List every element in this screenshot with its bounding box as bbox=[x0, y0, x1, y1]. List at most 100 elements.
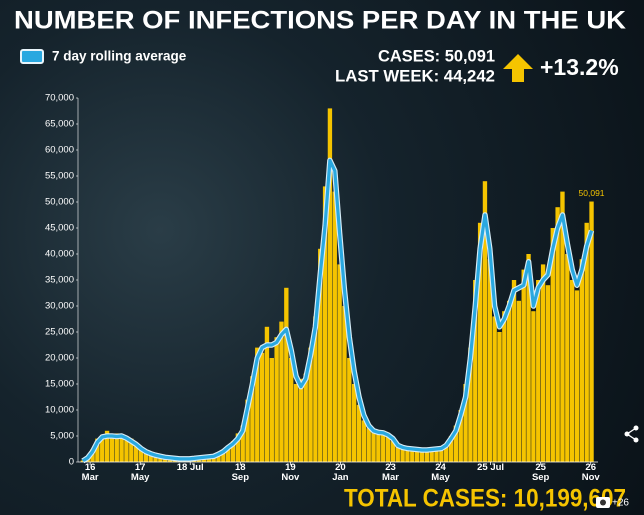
bar bbox=[235, 433, 241, 462]
bar bbox=[279, 321, 284, 462]
bar bbox=[293, 384, 299, 462]
bar bbox=[458, 410, 463, 462]
bar bbox=[298, 378, 304, 462]
bar bbox=[584, 222, 589, 462]
bar bbox=[473, 280, 478, 462]
bar bbox=[511, 280, 517, 462]
bar bbox=[255, 347, 260, 462]
change-text: +13.2% bbox=[540, 54, 619, 80]
x-tick-label: 23 Mar bbox=[382, 462, 399, 483]
bar bbox=[313, 316, 318, 462]
bar bbox=[477, 222, 483, 462]
bar bbox=[395, 446, 400, 462]
y-tick-label: 35,000 bbox=[45, 275, 74, 286]
bar bbox=[550, 228, 555, 462]
y-tick-label: 40,000 bbox=[45, 249, 74, 260]
x-tick-label: 25 Jul bbox=[477, 462, 505, 473]
bar bbox=[274, 337, 279, 462]
bar bbox=[424, 451, 429, 462]
x-tick-label: 24 May bbox=[431, 462, 450, 483]
bar bbox=[468, 347, 473, 462]
bar bbox=[419, 449, 425, 462]
photo-count[interactable]: +26 bbox=[612, 498, 629, 509]
x-tick-label: 26 Nov bbox=[581, 462, 600, 483]
bar bbox=[138, 447, 144, 462]
line bbox=[81, 158, 594, 463]
chart-title: NUMBER OF INFECTIONS PER DAY IN THE UK bbox=[14, 7, 626, 35]
bar bbox=[129, 438, 134, 462]
x-tick-label: 25 Sep bbox=[531, 462, 550, 483]
bar bbox=[540, 264, 546, 462]
x-tick-label: 18 Sep bbox=[231, 462, 250, 483]
bar bbox=[245, 399, 250, 462]
bar bbox=[565, 254, 570, 462]
bar bbox=[410, 448, 415, 462]
bar bbox=[308, 347, 313, 462]
bar bbox=[259, 352, 265, 462]
bar bbox=[100, 434, 105, 462]
bar bbox=[366, 428, 371, 462]
y-tick-label: 10,000 bbox=[45, 405, 74, 416]
bar bbox=[560, 191, 565, 462]
bar bbox=[95, 438, 100, 462]
y-tick-label: 30,000 bbox=[45, 301, 74, 312]
y-tick-label: 70,000 bbox=[45, 93, 74, 104]
share-icon[interactable] bbox=[624, 425, 639, 443]
last-week-text: LAST WEEK: 44,242 bbox=[335, 66, 495, 85]
bar bbox=[376, 433, 381, 462]
bar bbox=[361, 420, 367, 462]
up-arrow bbox=[503, 54, 533, 82]
bar bbox=[124, 440, 129, 462]
bar bbox=[516, 300, 522, 462]
bar bbox=[589, 201, 594, 462]
y-tick-label: 65,000 bbox=[45, 119, 74, 130]
bar bbox=[448, 436, 454, 462]
bar bbox=[381, 430, 386, 462]
bar bbox=[216, 453, 221, 462]
camera-lens bbox=[600, 499, 606, 506]
bar bbox=[414, 450, 420, 462]
bar bbox=[579, 259, 585, 462]
bar bbox=[133, 446, 139, 462]
bar bbox=[463, 384, 468, 462]
y-tick-label: 50,000 bbox=[45, 197, 74, 208]
bar bbox=[288, 358, 294, 462]
bar bbox=[482, 181, 488, 462]
legend-label: 7 day rolling average bbox=[52, 49, 187, 64]
bar bbox=[143, 452, 149, 462]
y-tick-label: 5,000 bbox=[50, 431, 74, 442]
x-tick-label: 18 Jul bbox=[176, 462, 204, 473]
y-tick-label: 15,000 bbox=[45, 379, 74, 390]
bar bbox=[351, 384, 357, 462]
bar bbox=[104, 430, 110, 462]
share-link bbox=[625, 427, 637, 441]
x-tick-label: 20 Jan bbox=[332, 462, 349, 483]
bar bbox=[153, 455, 158, 462]
bar bbox=[332, 191, 337, 462]
bar bbox=[507, 300, 512, 462]
bar bbox=[342, 306, 347, 462]
x-tick-label: 19 Nov bbox=[281, 462, 300, 483]
bar bbox=[230, 441, 236, 462]
bar bbox=[322, 186, 328, 462]
bar bbox=[390, 441, 396, 462]
bar bbox=[574, 290, 580, 462]
bar bbox=[226, 446, 231, 462]
bar bbox=[284, 287, 289, 462]
bar bbox=[434, 449, 439, 462]
bar bbox=[526, 254, 531, 462]
y-tick-label: 55,000 bbox=[45, 171, 74, 182]
y-tick-label: 25,000 bbox=[45, 327, 74, 338]
bar bbox=[429, 448, 434, 462]
legend-swatch bbox=[20, 49, 44, 64]
x-tick-label: 17 May bbox=[130, 462, 150, 483]
bar bbox=[250, 376, 255, 462]
bar bbox=[400, 446, 405, 462]
bar bbox=[521, 269, 526, 462]
bar bbox=[385, 437, 391, 462]
bar bbox=[569, 280, 575, 462]
bar bbox=[356, 404, 362, 462]
bar bbox=[119, 437, 124, 462]
